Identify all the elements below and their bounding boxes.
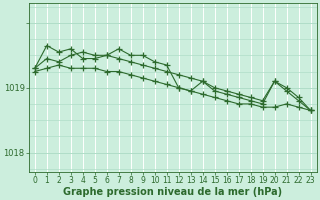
X-axis label: Graphe pression niveau de la mer (hPa): Graphe pression niveau de la mer (hPa) — [63, 187, 282, 197]
